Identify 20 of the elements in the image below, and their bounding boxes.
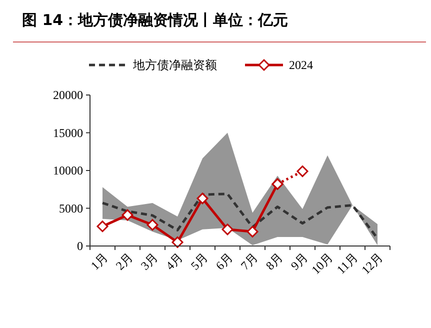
x-tick-label: 6月 xyxy=(212,250,236,273)
y-tick-label: 15000 xyxy=(53,126,83,140)
x-tick-label: 3月 xyxy=(138,250,161,273)
legend-label: 地方债净融资额 xyxy=(132,58,217,72)
x-tick-label: 10月 xyxy=(308,250,336,278)
x-tick-label: 9月 xyxy=(288,250,311,273)
x-tick-label: 8月 xyxy=(262,250,286,273)
x-tick-label: 2月 xyxy=(112,250,136,273)
x-tick-label: 5月 xyxy=(188,250,211,273)
chart-title: 图 14：地方债净融资情况丨单位：亿元 xyxy=(22,11,288,29)
x-tick-label: 7月 xyxy=(238,250,261,273)
y-tick-label: 0 xyxy=(77,239,83,253)
x-tick-label: 1月 xyxy=(88,250,111,273)
y-tick-label: 20000 xyxy=(53,88,83,102)
y-tick-label: 10000 xyxy=(53,164,83,178)
x-tick-label: 4月 xyxy=(162,250,186,273)
y-tick-label: 5000 xyxy=(59,201,83,216)
legend-label: 2024 xyxy=(289,58,313,72)
x-tick-label: 12月 xyxy=(358,250,386,278)
x-tick-label: 11月 xyxy=(334,250,361,277)
